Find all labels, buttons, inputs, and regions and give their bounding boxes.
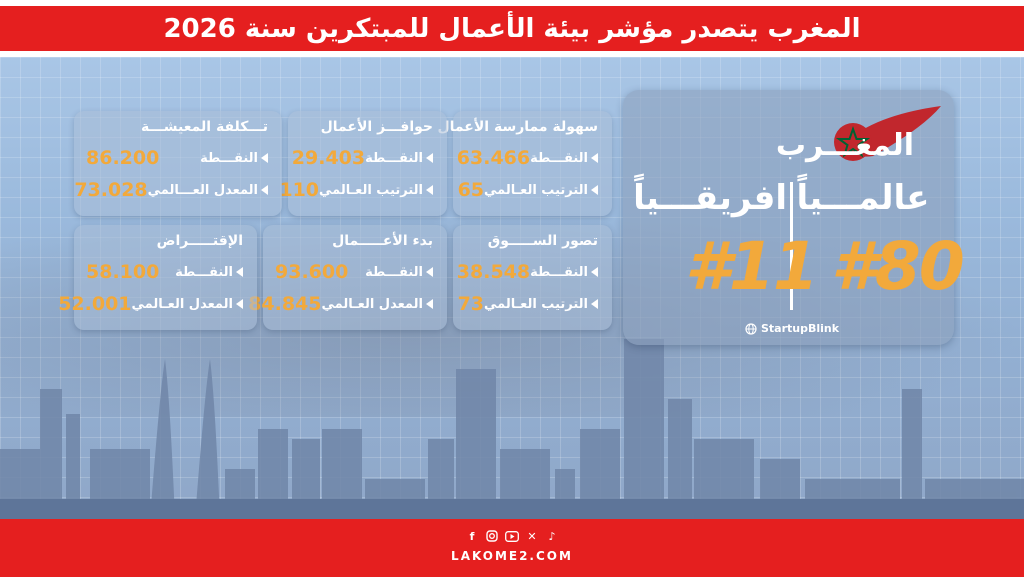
- ranking-panel: المغـــرب عالمـــياً افريقـــياً #80 #11…: [623, 90, 965, 345]
- world-rank: #80: [831, 228, 965, 305]
- africa-rank: #11: [685, 228, 819, 305]
- rank-row: الترتيب العـالمي 65: [458, 179, 598, 201]
- score-row: النقـــطة 29.403: [292, 147, 433, 169]
- rank-value: 73: [457, 293, 485, 315]
- brand-credit: StartupBlink: [745, 322, 839, 335]
- card-borrowing: الإقتـــــراض النقـــطة 58.100 المعدل ال…: [58, 225, 257, 330]
- main-panel: سهولة ممارسة الأعمال النقـــطة 63.466 ال…: [0, 57, 1024, 519]
- score-label: النقـــطة: [365, 264, 423, 280]
- card-title: تـــكلفة المعيشـــة: [140, 119, 268, 135]
- rank-row: الترتيب العـالمي 110: [279, 179, 433, 201]
- average-row: المعدل العـالمي 84.845: [248, 293, 433, 315]
- instagram-icon[interactable]: [485, 529, 499, 543]
- tiktok-icon[interactable]: ♪: [548, 529, 556, 543]
- card-starting-business: بدء الأعـــــمال النقـــطة 93.600 المعدل…: [248, 225, 447, 330]
- title-bar: المغرب يتصدر مؤشر بيئة الأعمال للمبتكرين…: [0, 6, 1024, 51]
- rank-label: الترتيب العـالمي: [484, 296, 588, 312]
- score-value: 29.403: [291, 147, 366, 169]
- header: المغرب يتصدر مؤشر بيئة الأعمال للمبتكرين…: [0, 0, 1024, 57]
- card-business-incentives: حوافـــز الأعمال النقـــطة 29.403 الترتي…: [279, 111, 447, 216]
- rank-value: 110: [279, 179, 320, 201]
- score-label: النقـــطة: [365, 150, 423, 166]
- play-arrow-icon: [261, 185, 268, 195]
- card-title: بدء الأعـــــمال: [332, 233, 433, 249]
- play-arrow-icon: [426, 299, 433, 309]
- page-title: المغرب يتصدر مؤشر بيئة الأعمال للمبتكرين…: [163, 13, 861, 44]
- globe-icon: [745, 322, 757, 335]
- youtube-icon[interactable]: [505, 529, 519, 543]
- score-label: النقـــطة: [530, 150, 588, 166]
- score-value: 58.100: [86, 261, 160, 283]
- play-arrow-icon: [591, 299, 598, 309]
- average-value: 52.001: [58, 293, 132, 315]
- play-arrow-icon: [426, 185, 433, 195]
- card-title: سهولة ممارسة الأعمال: [437, 119, 599, 135]
- facebook-icon[interactable]: f: [469, 529, 475, 543]
- score-label: النقـــطة: [175, 264, 233, 280]
- average-row: المعدل العـــالمي 73.028: [74, 179, 268, 201]
- rank-label: الترتيب العـالمي: [484, 182, 588, 198]
- city-skyline: [0, 339, 1024, 519]
- card-title: الإقتـــــراض: [156, 233, 243, 249]
- rank-value: 65: [457, 179, 485, 201]
- score-row: النقـــطة 58.100: [86, 261, 243, 283]
- rank-row: الترتيب العـالمي 73: [458, 293, 598, 315]
- play-arrow-icon: [426, 153, 433, 163]
- score-label: النقـــطة: [530, 264, 588, 280]
- social-links: f ✕ ♪: [0, 529, 1024, 543]
- play-arrow-icon: [261, 153, 268, 163]
- average-row: المعدل العـالمي 52.001: [58, 293, 243, 315]
- site-url[interactable]: LAKOME2.COM: [451, 549, 573, 563]
- rank-label: الترتيب العـالمي: [319, 182, 423, 198]
- play-arrow-icon: [236, 299, 243, 309]
- play-arrow-icon: [591, 185, 598, 195]
- divider: [790, 182, 793, 310]
- average-value: 73.028: [74, 179, 148, 201]
- card-title: تصور الســـــوق: [487, 233, 598, 249]
- score-value: 38.548: [456, 261, 531, 283]
- play-arrow-icon: [591, 153, 598, 163]
- score-row: النقـــطة 86.200: [86, 147, 268, 169]
- x-icon[interactable]: ✕: [527, 529, 537, 543]
- brand-name: StartupBlink: [761, 322, 840, 335]
- score-row: النقـــطة 38.548: [457, 261, 598, 283]
- average-value: 84.845: [248, 293, 322, 315]
- score-row: النقـــطة 93.600: [275, 261, 433, 283]
- score-value: 93.600: [275, 261, 349, 283]
- africa-label: افريقـــياً: [633, 178, 787, 218]
- country-name: المغـــرب: [775, 128, 914, 163]
- play-arrow-icon: [591, 267, 598, 277]
- play-arrow-icon: [236, 267, 243, 277]
- average-label: المعدل العـــالمي: [147, 182, 258, 198]
- score-value: 63.466: [456, 147, 531, 169]
- score-value: 86.200: [86, 147, 160, 169]
- world-label: عالمـــياً: [796, 178, 930, 218]
- score-row: النقـــطة 63.466: [457, 147, 598, 169]
- score-label: النقـــطة: [200, 150, 258, 166]
- card-title: حوافـــز الأعمال: [320, 119, 433, 135]
- average-label: المعدل العـالمي: [321, 296, 423, 312]
- footer: f ✕ ♪ LAKOME2.COM: [0, 519, 1024, 577]
- card-cost-of-living: تـــكلفة المعيشـــة النقـــطة 86.200 الم…: [74, 111, 282, 216]
- card-ease-of-doing-business: سهولة ممارسة الأعمال النقـــطة 63.466 ال…: [438, 111, 612, 216]
- card-market-perception: تصور الســـــوق النقـــطة 38.548 الترتيب…: [453, 225, 612, 330]
- average-label: المعدل العـالمي: [131, 296, 233, 312]
- morocco-flag-icon: [834, 106, 941, 161]
- play-arrow-icon: [426, 267, 433, 277]
